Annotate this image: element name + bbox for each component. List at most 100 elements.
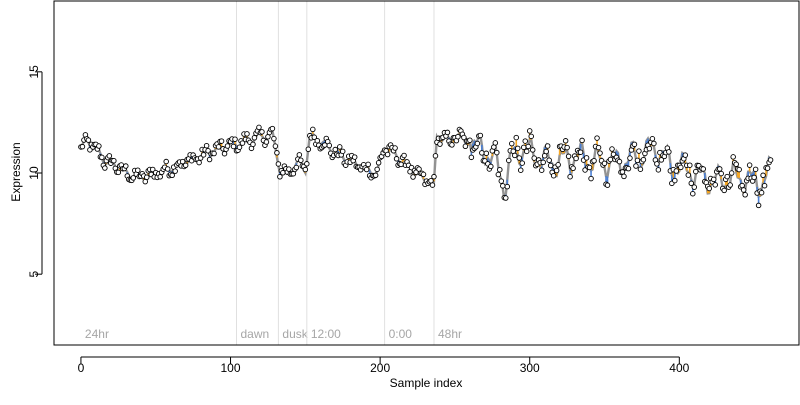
data-point (706, 185, 712, 192)
data-point (374, 166, 380, 173)
marker-label: 48hr (438, 327, 462, 341)
data-point (290, 170, 297, 177)
data-point (111, 157, 117, 164)
data-point (516, 155, 523, 161)
data-point (654, 161, 660, 167)
data-point (196, 159, 202, 166)
data-point (607, 156, 614, 163)
data-point (547, 162, 554, 169)
data-point (432, 153, 439, 159)
data-point (336, 144, 343, 150)
data-point (540, 159, 546, 166)
data-point (595, 144, 602, 151)
data-point (488, 163, 494, 170)
data-point (693, 168, 699, 175)
x-tick-label: 100 (221, 361, 241, 375)
data-point (455, 133, 461, 140)
data-point (764, 165, 771, 171)
data-point (525, 143, 531, 150)
data-point (251, 135, 258, 141)
data-point (573, 155, 579, 162)
marker-label: dawn (241, 327, 270, 341)
data-point (531, 155, 537, 161)
data-point (739, 182, 745, 189)
y-tick-label: 10 (27, 166, 41, 180)
point-layer (78, 124, 774, 209)
data-point (746, 162, 753, 168)
data-point (494, 149, 500, 156)
data-point (123, 163, 129, 169)
data-point (742, 192, 748, 198)
data-point (546, 157, 552, 163)
data-point (728, 170, 735, 176)
data-point (700, 166, 707, 172)
data-point (263, 139, 270, 145)
data-point (761, 182, 768, 189)
data-point (392, 145, 398, 151)
data-point (182, 162, 189, 169)
data-point (479, 150, 485, 156)
data-point (211, 150, 217, 157)
data-point (203, 142, 210, 149)
data-point (272, 143, 279, 149)
data-point (678, 164, 684, 171)
data-point (751, 174, 757, 181)
data-point (157, 174, 163, 180)
data-point (710, 176, 717, 183)
plot-frame (53, 0, 800, 346)
data-point (179, 158, 186, 165)
data-point (583, 155, 590, 161)
data-point (515, 145, 521, 152)
marker-label: 0:00 (389, 327, 413, 341)
data-point (634, 157, 641, 164)
data-point (304, 161, 310, 167)
data-point (570, 165, 576, 172)
data-point (504, 183, 511, 190)
data-point (655, 167, 662, 173)
marker-label: dusk (282, 327, 308, 341)
data-point (627, 155, 633, 161)
data-point (550, 172, 557, 179)
data-point (724, 173, 730, 180)
data-point (591, 158, 597, 164)
x-axis-title: Sample index (390, 376, 463, 390)
data-point (259, 129, 265, 135)
data-point (682, 152, 689, 158)
data-point (401, 152, 407, 159)
data-point (232, 136, 238, 142)
data-point (688, 180, 695, 187)
data-point (727, 182, 733, 188)
data-point (468, 154, 475, 161)
data-point (135, 167, 141, 173)
data-point (206, 156, 213, 163)
data-point (672, 177, 678, 184)
data-point (588, 175, 594, 182)
data-point (500, 183, 506, 189)
data-point (625, 165, 632, 172)
data-point (144, 174, 150, 181)
data-point (651, 140, 657, 147)
data-point (649, 136, 656, 142)
data-point (752, 166, 759, 173)
data-point (712, 182, 718, 188)
data-point (467, 137, 473, 144)
data-point (562, 138, 569, 144)
data-point (497, 166, 503, 173)
data-point (393, 156, 400, 162)
data-point (339, 148, 346, 155)
data-point (495, 171, 502, 178)
data-point (444, 129, 451, 136)
data-point (99, 154, 105, 161)
data-point (461, 134, 467, 141)
data-point (597, 150, 603, 156)
data-point (673, 168, 680, 174)
data-point (410, 174, 416, 180)
data-point (274, 150, 280, 156)
data-point (690, 190, 696, 197)
y-tick-label: 15 (27, 65, 41, 79)
data-point (640, 156, 647, 163)
data-point (718, 170, 724, 177)
data-point (218, 138, 225, 144)
data-point (163, 158, 169, 165)
